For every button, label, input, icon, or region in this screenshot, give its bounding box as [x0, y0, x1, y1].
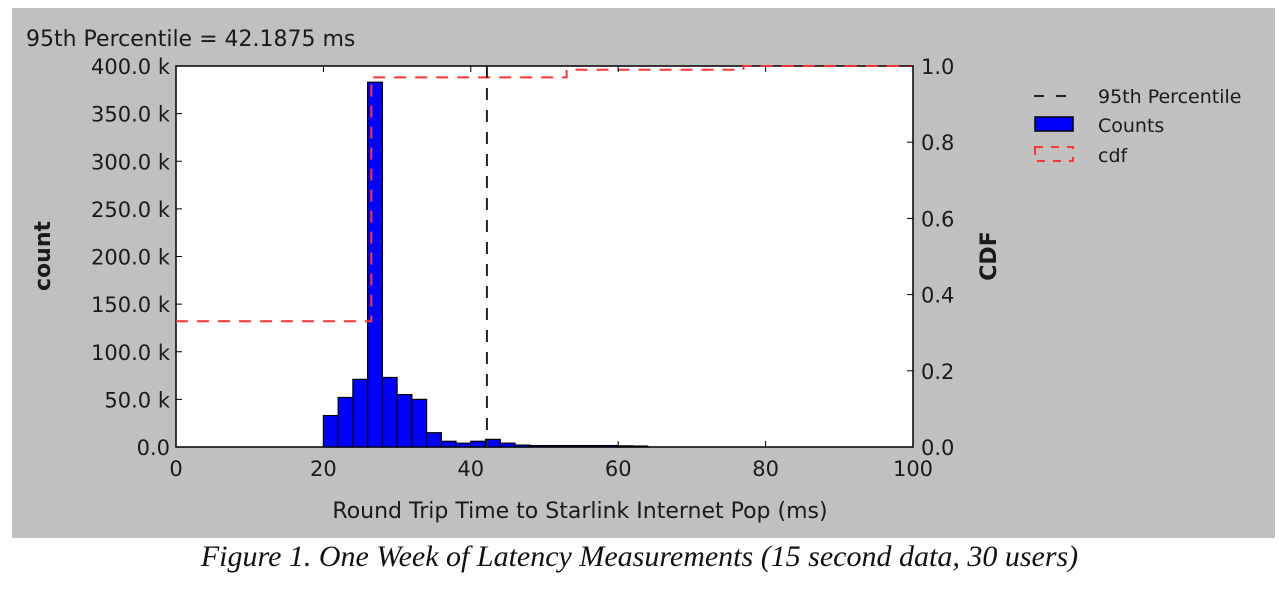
- y-right-tick-label: 0.6: [921, 207, 954, 231]
- histogram-bar: [352, 378, 369, 448]
- figure: 95th Percentile = 42.1875 ms 0 20 40 60 80 10…: [12, 8, 1275, 538]
- histogram-bar: [440, 440, 457, 448]
- y-tick-label: 400.0 k: [91, 55, 171, 79]
- x-tick-label: 20: [310, 457, 337, 481]
- x-tick-label: 100: [893, 457, 933, 481]
- histogram-bar: [455, 442, 472, 448]
- x-tick-label: 60: [605, 457, 632, 481]
- histogram-bar: [602, 444, 619, 448]
- chart-svg: 95th Percentile = 42.1875 ms 0 20 40 60 80 10…: [26, 27, 1241, 524]
- x-axis-label: Round Trip Time to Starlink Internet Pop…: [332, 499, 827, 524]
- legend-counts-swatch: [1034, 116, 1074, 132]
- y-right-tick-label: 1.0: [921, 55, 954, 79]
- y-tick-label: 350.0 k: [91, 103, 171, 127]
- histogram-bar: [617, 445, 634, 448]
- histogram-bar: [529, 444, 546, 448]
- x-tick-label: 40: [457, 457, 484, 481]
- histogram-bar: [381, 376, 398, 448]
- y-axis-label: count: [31, 221, 56, 291]
- histogram-bar: [573, 444, 590, 448]
- plot-area: [175, 65, 914, 448]
- legend-cdf: cdf: [1098, 145, 1129, 167]
- histogram-bar: [411, 398, 428, 448]
- legend-counts: Counts: [1098, 115, 1164, 137]
- y-right-tick-label: 0.8: [921, 131, 954, 155]
- y-tick-label: 150.0 k: [91, 293, 171, 317]
- y-tick-label: 250.0 k: [91, 198, 171, 222]
- histogram-bar: [543, 444, 560, 448]
- y-right-tick-label: 0.4: [921, 284, 954, 308]
- histogram-bar: [470, 440, 487, 448]
- y-tick-label: 0.0: [137, 436, 170, 460]
- y-tick-label: 100.0 k: [91, 341, 171, 365]
- histogram-bar: [396, 394, 413, 448]
- histogram-bar: [632, 445, 649, 448]
- histogram-bar: [337, 396, 354, 448]
- x-tick-label: 80: [752, 457, 779, 481]
- histogram-bar: [514, 444, 531, 448]
- histogram-bar: [499, 442, 516, 448]
- histogram-bar: [367, 81, 383, 448]
- y-axis-right-label: CDF: [977, 231, 1002, 280]
- x-tick-label: 0: [169, 457, 182, 481]
- histogram-bar: [322, 414, 339, 448]
- y-tick-label: 200.0 k: [91, 246, 171, 270]
- legend: 95th Percentile Counts cdf: [1034, 86, 1241, 167]
- y-tick-label: 50.0 k: [104, 388, 170, 412]
- y-right-tick-label: 0.0: [921, 436, 954, 460]
- legend-percentile: 95th Percentile: [1098, 86, 1241, 108]
- histogram-bar: [425, 432, 442, 448]
- histogram-bar: [558, 444, 575, 448]
- figure-caption: Figure 1. One Week of Latency Measuremen…: [200, 540, 1079, 573]
- legend-cdf-swatch: [1034, 146, 1074, 162]
- histogram-bar: [588, 444, 605, 448]
- y-tick-label: 300.0 k: [91, 150, 171, 174]
- y-right-tick-label: 0.2: [921, 360, 954, 384]
- cdf-line: [176, 65, 913, 323]
- chart-title: 95th Percentile = 42.1875 ms: [26, 27, 355, 52]
